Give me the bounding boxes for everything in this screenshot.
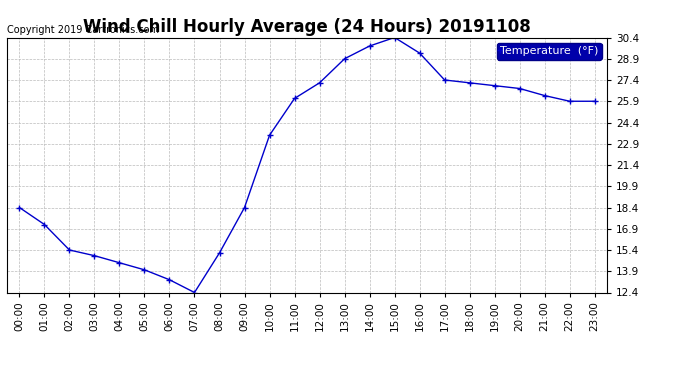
Text: Copyright 2019 Cartronics.com: Copyright 2019 Cartronics.com [7,25,159,35]
Title: Wind Chill Hourly Average (24 Hours) 20191108: Wind Chill Hourly Average (24 Hours) 201… [83,18,531,36]
Legend: Temperature  (°F): Temperature (°F) [497,43,602,60]
